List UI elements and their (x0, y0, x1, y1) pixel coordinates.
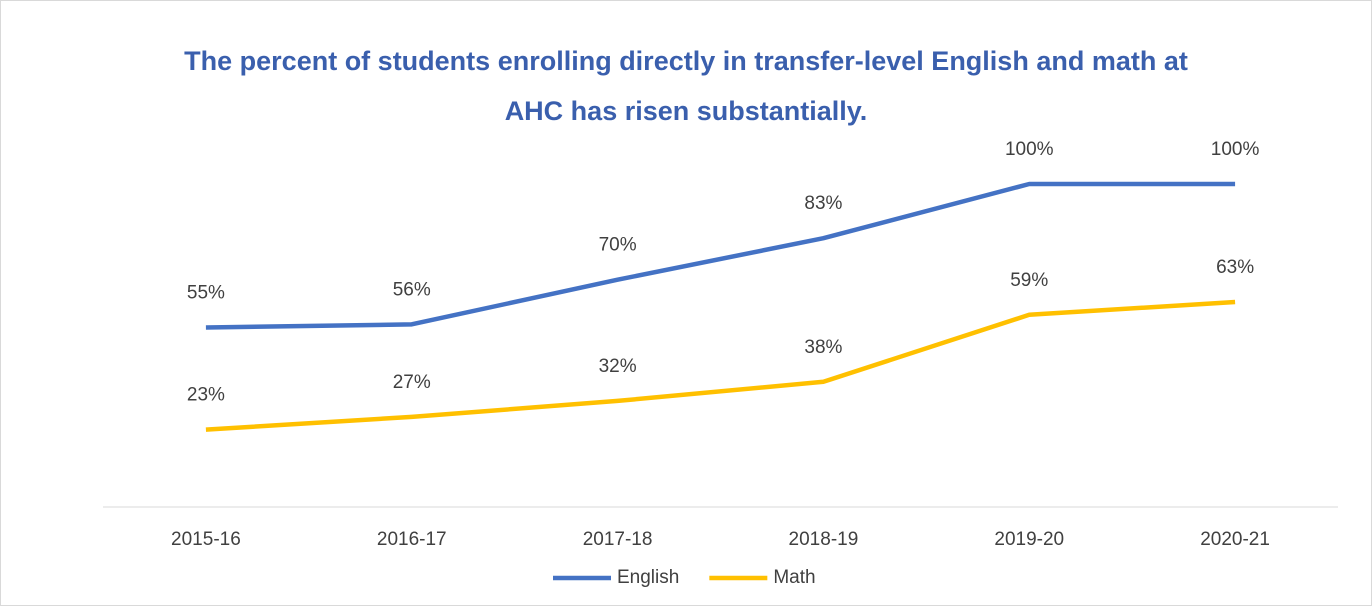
data-label: 100% (1211, 139, 1260, 160)
data-label: 27% (393, 372, 431, 393)
data-label: 59% (1010, 270, 1048, 291)
legend-label: English (617, 567, 679, 588)
data-label: 23% (187, 385, 225, 406)
x-tick-label: 2017-18 (583, 529, 653, 550)
x-tick-label: 2018-19 (789, 529, 859, 550)
line (205, 299, 1236, 432)
line (205, 181, 1236, 330)
data-label: 32% (599, 356, 637, 377)
chart-title: The percent of students enrolling direct… (184, 46, 1188, 126)
data-label: 63% (1216, 257, 1254, 278)
data-label: 83% (804, 193, 842, 214)
x-tick-label: 2020-21 (1200, 529, 1270, 550)
data-label: 55% (187, 283, 225, 304)
data-label: 38% (804, 337, 842, 358)
data-label: 100% (1005, 139, 1054, 160)
legend-label: Math (773, 567, 815, 588)
data-label: 70% (599, 235, 637, 256)
x-tick-label: 2015-16 (171, 529, 241, 550)
data-label: 56% (393, 279, 431, 300)
x-tick-label: 2019-20 (994, 529, 1064, 550)
x-tick-label: 2016-17 (377, 529, 447, 550)
